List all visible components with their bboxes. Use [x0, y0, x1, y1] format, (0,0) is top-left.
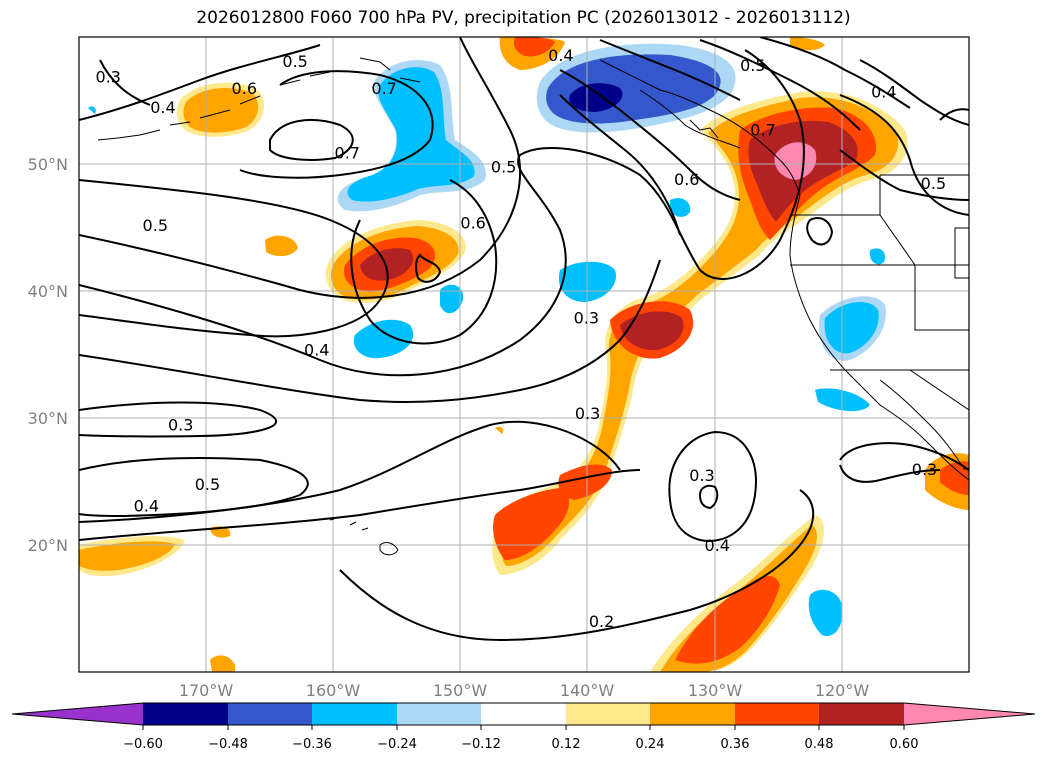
colorbar-tick-label: 0.48 [805, 737, 834, 752]
lon-tick-labels: 170°W 160°W 150°W 140°W 130°W 120°W [179, 681, 870, 700]
contour-label: 0.5 [921, 174, 946, 193]
contour-label: 0.4 [871, 83, 896, 102]
contour-label: 0.4 [705, 536, 730, 555]
map-title: 2026012800 F060 700 hPa PV, precipitatio… [196, 8, 851, 28]
colorbar-ticks [142, 725, 905, 730]
colorbar-bin [819, 703, 904, 725]
contour-label: 0.3 [689, 466, 714, 485]
lat-tick-label: 50°N [28, 155, 68, 174]
lat-tick-label: 40°N [28, 282, 68, 301]
contour-label: 0.5 [740, 56, 765, 75]
contour-label: 0.6 [232, 79, 257, 98]
contour-label: 0.4 [548, 46, 573, 65]
lon-tick-label: 120°W [815, 681, 870, 700]
colorbar-tick-label: −0.48 [208, 737, 248, 752]
contour-label: 0.6 [674, 170, 699, 189]
lat-tick-label: 20°N [28, 536, 68, 555]
contour-label: 0.3 [96, 67, 121, 86]
colorbar-bin [397, 703, 481, 725]
lon-tick-label: 130°W [688, 681, 743, 700]
colorbar-extend-low [12, 703, 143, 725]
lon-tick-label: 150°W [433, 681, 488, 700]
colorbar-tick-label: 0.12 [552, 737, 581, 752]
colorbar-bin [481, 703, 566, 725]
contour-label: 0.7 [750, 121, 775, 140]
contour-label: 0.5 [143, 216, 168, 235]
contour-label: 0.3 [168, 415, 193, 434]
colorbar-bin [735, 703, 819, 725]
coastlines [97, 57, 969, 556]
contour-label: 0.5 [195, 475, 220, 494]
lon-tick-label: 170°W [179, 681, 234, 700]
contour-label: 0.5 [282, 52, 307, 71]
lon-tick-label: 140°W [560, 681, 615, 700]
contour-label: 0.3 [575, 404, 600, 423]
colorbar-tick-label: 0.24 [636, 737, 665, 752]
lon-tick-label: 160°W [306, 681, 361, 700]
colorbar-bin [650, 703, 735, 725]
colorbar-bin [312, 703, 397, 725]
colorbar: −0.60 −0.48 −0.36 −0.24 −0.12 0.12 0.24 … [11, 702, 1036, 752]
contour-label: 0.7 [371, 79, 396, 98]
map-frame [78, 36, 970, 673]
pv-contours [79, 37, 969, 642]
colorbar-extend-high [904, 703, 1035, 725]
lat-tick-label: 30°N [28, 409, 68, 428]
colorbar-tick-label: −0.36 [292, 737, 332, 752]
colorbar-tick-label: −0.12 [461, 737, 501, 752]
pv-contour-labels: 0.3 0.4 0.6 0.5 0.7 0.7 0.5 0.4 0.5 0.4 0.7 0.6 0.6 0… [96, 46, 947, 631]
contour-label: 0.6 [460, 213, 485, 232]
colorbar-tick-label: 0.36 [721, 737, 750, 752]
colorbar-tick-label: 0.60 [890, 737, 919, 752]
contour-label: 0.3 [912, 460, 937, 479]
contour-label: 0.4 [134, 497, 159, 516]
colorbar-tick-label: −0.60 [123, 737, 163, 752]
contour-label: 0.4 [150, 98, 175, 117]
colorbar-bin [228, 703, 312, 725]
contour-label: 0.4 [304, 340, 329, 359]
colorbar-bin [566, 703, 650, 725]
lat-lon-grid [79, 37, 969, 672]
contour-label: 0.5 [491, 158, 516, 177]
contour-label: 0.3 [574, 309, 599, 328]
contour-label: 0.7 [335, 144, 360, 163]
contour-label: 0.2 [589, 612, 614, 631]
colorbar-bin [143, 703, 228, 725]
lat-tick-labels: 50°N 40°N 30°N 20°N [28, 155, 68, 555]
colorbar-tick-label: −0.24 [377, 737, 417, 752]
